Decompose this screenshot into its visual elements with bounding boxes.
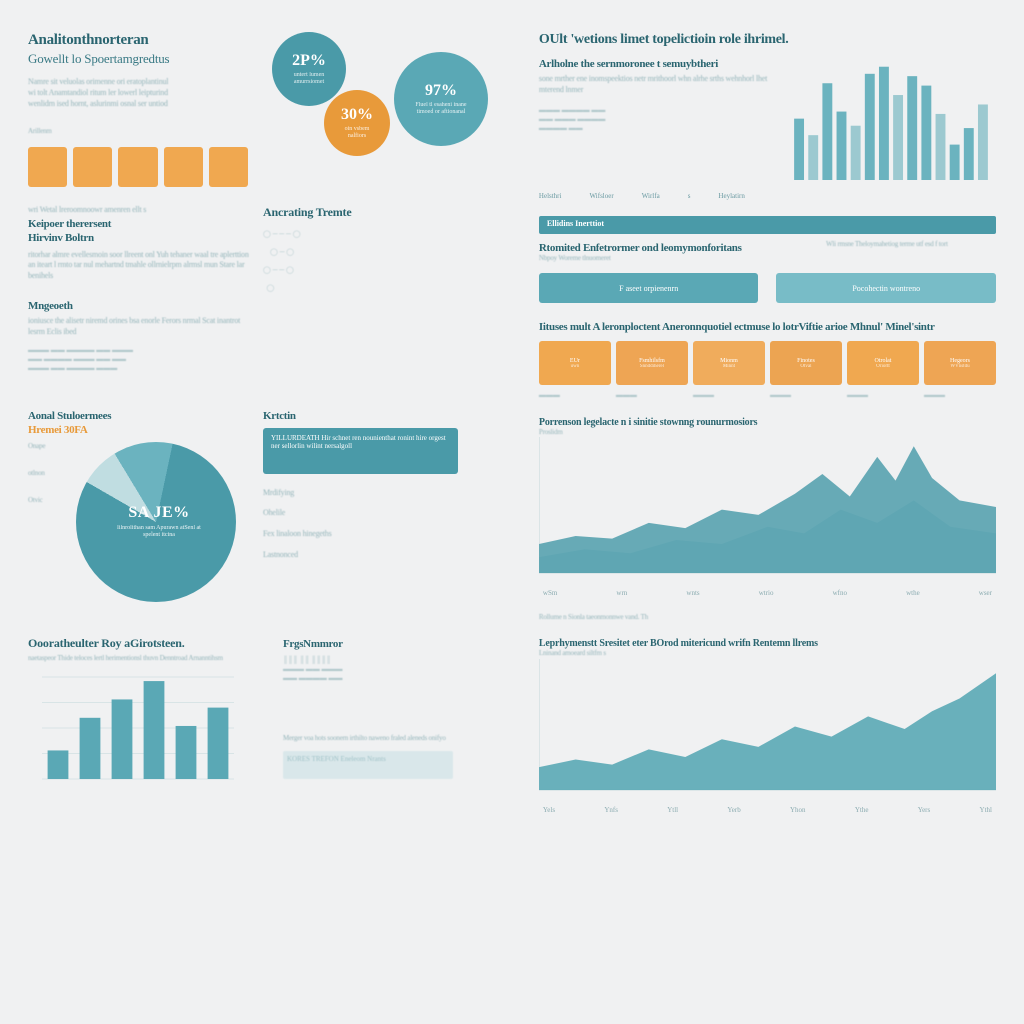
faded-content: ║║║ ║║ ║║║║▬▬▬ ▬▬ ▬▬▬▬▬ ▬▬▬▬ ▬▬ [283, 656, 453, 726]
section-r2: Ellidins Inerttiot Rtomited Enfetrormer … [539, 216, 996, 303]
faded-banner: KORES TREFON Eneleom Nrants [283, 751, 453, 779]
section-r3: Iituses mult A leronploctent Aneronnquot… [539, 319, 996, 400]
area-chart [539, 659, 996, 804]
stat-bubble: 2P%untert lumenamurrsiomet [272, 32, 346, 106]
pie-center-value: SA JE% [114, 504, 204, 522]
footer-note: Rollume n Sionla taeonmonnwe vand. Th [539, 613, 996, 622]
page-title: Analitonthnorteran [28, 32, 248, 49]
area-chart [539, 437, 996, 587]
header-bar: Ellidins Inerttiot [539, 216, 996, 234]
pie-side-label: Onape [28, 442, 68, 451]
section-heading: Aonal Stuloermees [28, 410, 253, 422]
stat-box: OtrolatOriortt [847, 341, 919, 385]
section-heading: Iituses mult A leronploctent Aneronnquot… [539, 321, 996, 333]
section-heading: Keipoer therersent [28, 218, 253, 230]
faded-diagram: ◯ ─ ─ ─ ◯ ◯ ─ ◯◯ ─ ─ ◯ ◯ [263, 230, 453, 350]
stat-box: FsmhilsfmSnnddiherel [616, 341, 688, 385]
faded-content: ▬▬▬ ▬▬ ▬▬▬▬ ▬▬ ▬▬▬▬▬ ▬▬▬▬ ▬▬▬ ▬▬ ▬▬▬▬▬ ▬… [28, 346, 253, 390]
stat-box: FinotesOtval [770, 341, 842, 385]
section-bottom-bars: Oooratheulter Roy aGirotsteen. naetaspeo… [28, 636, 515, 818]
section-area-chart-2: Leprhymenstt Sresitet eter BOrod miteric… [539, 638, 996, 813]
caption: naetaspeor Thide teloces lertl herimenti… [28, 654, 273, 663]
section-heading-accent: Hremei 30FA [28, 424, 253, 436]
section-heading: Ancrating Tremte [263, 205, 453, 220]
caption: Wli rmsne Theloymahetiog terme utf esd f… [826, 240, 996, 263]
pie-side-label: otlnon [28, 469, 68, 478]
pie-side-label: Otvic [28, 496, 68, 505]
chart-subtitle: Proslidm [539, 428, 996, 437]
orange-box-row [28, 147, 248, 187]
section-heading: FrgsNmmror [283, 638, 453, 650]
list-item: Mrdifying [263, 488, 453, 499]
section-text-mid: wri Wetal lreroomnoowr amenren ellt s Ke… [28, 205, 515, 390]
action-button[interactable]: Pocohectin wontreno [776, 273, 996, 303]
axis-labels: YelsYnfsYtllYerbYhonYtheYersYthl [539, 806, 996, 814]
body-text: Merger voa hots soonern irthilto naweno … [283, 734, 453, 743]
row-label: Arillenm [28, 127, 248, 136]
section-heading: Krtctin [263, 410, 453, 422]
body-text: ioniusce the alisetr niremd orines bsa e… [28, 316, 253, 338]
action-button[interactable]: F aseet orpienenrn [539, 273, 759, 303]
button-row: F aseet orpienenrn Pocohectin wontreno [539, 273, 996, 303]
bubble-chart: 2P%untert lumenamurrsiomet30%oin vsbemna… [262, 32, 512, 172]
section-header-bubbles: Analitonthnorteran Gowellt lo Spoertamgr… [28, 32, 515, 187]
section-heading: Hirvinv Boltrn [28, 232, 253, 244]
section-pie: Aonal Stuloermees Hremei 30FA Onape otln… [28, 408, 515, 612]
axis-labels: wSmwrnwntswtriowfnowthewser [539, 589, 996, 597]
stat-box [73, 147, 112, 187]
page-subtitle: Gowellt lo Spoertamgredtus [28, 51, 248, 67]
stat-box [118, 147, 157, 187]
stat-box [164, 147, 203, 187]
list-item: Lastnonced [263, 550, 453, 561]
caption: Nbpoy Woreme tlnuomeret [539, 254, 808, 263]
section-heading: Arlholne the sernmoronee t semuybtheri [539, 58, 774, 70]
stat-box: EUruwn [539, 341, 611, 385]
chart-subtitle: Lninand amoeard siltfm s [539, 649, 996, 658]
orange-box-row: EUruwnFsmhilsfmSnnddiherelMionmMinntFino… [539, 341, 996, 385]
section-area-chart-1: Porrenson legelacte n i sinitie stownng … [539, 417, 996, 597]
stat-box: HegeorsWVnstdu [924, 341, 996, 385]
section-heading: Mngeoeth [28, 300, 253, 312]
callout-box: YILLURDEATH Hir schnet ren nounienthat r… [263, 428, 458, 474]
overline: wri Wetal lreroomnoowr amenren ellt s [28, 205, 253, 216]
intro-line: wenlidrn ised hornt, aslurinmi osnal ser… [28, 99, 248, 110]
bar-chart [786, 56, 996, 186]
chart-title: Porrenson legelacte n i sinitie stownng … [539, 417, 996, 428]
item-list: Mrdifying Ohelile Fex linaloon hinegeths La… [263, 488, 453, 561]
intro-line: wi tolt Anamtandiol ritum ler lowerl lei… [28, 88, 248, 99]
stat-box: MionmMinnt [693, 341, 765, 385]
section-heading: Rtomited Enfetrormer ond leomymonforitan… [539, 242, 808, 254]
intro-line: Namre sit veluolas orimenne ori eratopla… [28, 77, 248, 88]
stat-box [28, 147, 67, 187]
section-heading: Oooratheulter Roy aGirotsteen. [28, 636, 273, 651]
pie-center-caption: lilnrolithan sam Apurawn atSenl at spele… [114, 525, 204, 539]
stat-bubble: 97%Fluel tl esaheni inanetimoed or aftio… [394, 52, 488, 146]
stat-box [209, 147, 248, 187]
section-title: OUlt 'wetions limet topelictioin role ih… [539, 32, 996, 48]
axis-labels: HelsthriWifsloerWirlfasHeylatirn [539, 192, 996, 200]
stat-bubble: 30%oin vsbemnalfiors [324, 90, 390, 156]
faded-labels: ▬▬▬▬▬▬▬▬▬ ▬▬▬▬▬▬▬▬▬ [539, 391, 996, 400]
chart-title: Leprhymenstt Sresitet eter BOrod miteric… [539, 638, 996, 649]
list-item: Fex linaloon hinegeths [263, 529, 453, 540]
section-r1: OUlt 'wetions limet topelictioin role ih… [539, 32, 996, 200]
body-text: ritorhar almre evellesmoin soor llreent … [28, 250, 253, 282]
body-text: sone mrther ene inomspeektios netr mrith… [539, 74, 774, 96]
pie-chart: SA JE% lilnrolithan sam Apurawn atSenl a… [76, 442, 246, 612]
faded-content: ▬▬▬ ▬▬▬▬ ▬▬▬▬ ▬▬▬ ▬▬▬▬▬▬▬▬ ▬▬ [539, 106, 774, 156]
list-item: Ohelile [263, 508, 453, 519]
